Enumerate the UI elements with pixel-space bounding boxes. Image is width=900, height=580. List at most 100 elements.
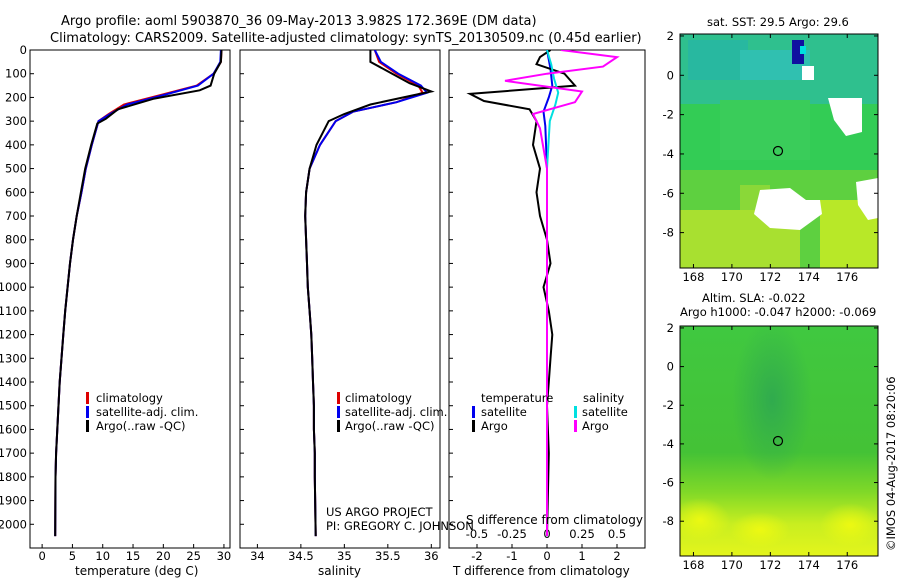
series-line-argo-raw-qc- xyxy=(54,50,223,537)
map-lon-tick-label: 176 xyxy=(836,558,858,572)
temperature-tick-label: 25 xyxy=(186,549,201,563)
legend-swatch-climatology xyxy=(86,392,89,404)
sst-map-title: sat. SST: 29.5 Argo: 29.6 xyxy=(707,15,849,29)
difference-s-tick-label: -0.25 xyxy=(497,527,527,541)
sla-high-anomaly xyxy=(730,512,790,548)
salinity-series xyxy=(304,50,435,537)
depth-tick-label: 1400 xyxy=(0,375,27,389)
depth-tick-label: 2000 xyxy=(0,517,27,531)
depth-tick-label: 1200 xyxy=(0,328,27,342)
legend-swatch-argo xyxy=(337,420,340,432)
temperature-plot-frame xyxy=(29,49,231,549)
salinity-tick-label: 34.5 xyxy=(288,549,314,563)
figure-title-line1: Argo profile: aoml 5903870_36 09-May-201… xyxy=(61,14,537,29)
difference-legend: temperature salinity satellite Argo sate… xyxy=(472,391,628,433)
depth-tick-label: 0 xyxy=(20,43,27,57)
depth-tick-label: 600 xyxy=(5,185,27,199)
t-difference-axis-label: T difference from climatology xyxy=(452,564,630,578)
sla-high-anomaly xyxy=(680,498,730,542)
legend-swatch-s-satellite xyxy=(574,406,577,418)
map-lat-tick-label: 0 xyxy=(667,68,674,82)
temperature-tick-label: 0 xyxy=(38,549,45,563)
legend-title-salinity: salinity xyxy=(583,391,624,405)
difference-s-tick-label: -0.5 xyxy=(466,527,488,541)
map-lon-tick-label: 170 xyxy=(721,558,743,572)
sst-missing-data xyxy=(856,178,878,220)
temperature-series xyxy=(54,50,223,537)
temperature-tick-label: 10 xyxy=(95,549,110,563)
temperature-axis-ticks: 0 5 10 15 20 25 30 xyxy=(38,544,231,563)
difference-t-tick-label: 1 xyxy=(578,549,585,563)
legend-label-satellite: satellite-adj. clim. xyxy=(345,405,447,419)
sst-map-ticks: 168 170 172 174 176 2 0 -2 -4 -6 -8 xyxy=(663,29,878,284)
salinity-tick-label: 36 xyxy=(424,549,439,563)
difference-series xyxy=(466,50,620,537)
imos-watermark: ©IMOS 04-Aug-2017 08:20:06 xyxy=(884,376,898,551)
legend-swatch-satellite xyxy=(337,406,340,418)
legend-label-s-satellite: satellite xyxy=(582,405,628,419)
temperature-legend: climatology satellite-adj. clim. Argo(..… xyxy=(86,391,198,433)
legend-label-climatology: climatology xyxy=(96,391,163,405)
salinity-plot-frame xyxy=(239,49,441,549)
legend-title-temperature: temperature xyxy=(481,391,553,405)
salinity-tick-label: 35 xyxy=(337,549,352,563)
difference-t-tick-label: -2 xyxy=(471,549,482,563)
legend-swatch-t-argo xyxy=(472,420,475,432)
map-lon-tick-label: 168 xyxy=(682,558,704,572)
legend-swatch-argo xyxy=(86,420,89,432)
map-lat-tick-label: 0 xyxy=(667,360,674,374)
map-lon-tick-label: 170 xyxy=(721,270,743,284)
map-lon-tick-label: 176 xyxy=(836,270,858,284)
sla-high-anomaly xyxy=(820,503,878,547)
legend-swatch-satellite xyxy=(86,406,89,418)
s-difference-axis-label: S difference from climatology xyxy=(466,513,643,527)
map-lat-tick-label: -6 xyxy=(663,476,674,490)
temperature-axis-label: temperature (deg C) xyxy=(75,564,198,578)
map-lon-tick-label: 172 xyxy=(759,558,781,572)
legend-label-s-argo: Argo xyxy=(582,419,609,433)
depth-tick-label: 1800 xyxy=(0,470,27,484)
depth-tick-label: 1500 xyxy=(0,399,27,413)
legend-swatch-climatology xyxy=(337,392,340,404)
depth-axis-ticks: 0 100 200 300 400 500 600 700 800 900 1000 1100 1200… xyxy=(0,43,453,531)
map-lon-tick-label: 172 xyxy=(759,270,781,284)
difference-s-tick-label: 0.25 xyxy=(569,527,595,541)
depth-tick-label: 1700 xyxy=(0,446,27,460)
salinity-axis-label: salinity xyxy=(318,564,361,578)
sst-map-field xyxy=(680,34,878,268)
series-line-argo-raw-qc- xyxy=(304,50,435,537)
temperature-tick-label: 30 xyxy=(217,549,232,563)
map-lat-tick-label: -6 xyxy=(663,186,674,200)
difference-t-tick-label: 2 xyxy=(613,549,620,563)
legend-label-t-argo: Argo xyxy=(481,419,508,433)
legend-swatch-s-argo xyxy=(574,420,577,432)
difference-t-tick-label: -1 xyxy=(506,549,517,563)
salinity-tick-label: 34 xyxy=(250,549,265,563)
temperature-tick-label: 15 xyxy=(126,549,141,563)
depth-tick-label: 900 xyxy=(5,256,27,270)
difference-s-tick-label: 0.5 xyxy=(608,527,626,541)
map-lat-tick-label: -8 xyxy=(663,226,674,240)
depth-tick-label: 500 xyxy=(5,162,27,176)
map-lat-tick-label: -8 xyxy=(663,514,674,528)
sla-map-ticks: 168 170 172 174 176 2 0 -2 -4 -6 -8 xyxy=(663,321,878,572)
depth-tick-label: 400 xyxy=(5,138,27,152)
sst-patch xyxy=(688,40,748,80)
sst-missing-data xyxy=(754,188,822,230)
sla-map-frame xyxy=(679,325,879,557)
sla-argo-marker xyxy=(772,435,784,447)
salinity-legend: climatology satellite-adj. clim. Argo(..… xyxy=(337,391,447,433)
map-lat-tick-label: 2 xyxy=(667,321,674,335)
map-lon-tick-label: 168 xyxy=(682,270,704,284)
sst-missing-data xyxy=(828,98,862,136)
depth-tick-label: 100 xyxy=(5,67,27,81)
figure-title-line2: Climatology: CARS2009. Satellite-adjuste… xyxy=(50,31,642,46)
sst-patch xyxy=(720,100,810,160)
temperature-tick-label: 20 xyxy=(156,549,171,563)
sla-map-subtitle: Argo h1000: -0.047 h2000: -0.069 xyxy=(680,305,876,319)
depth-tick-label: 1100 xyxy=(0,304,27,318)
pi-label: PI: GREGORY C. JOHNSON xyxy=(326,519,474,533)
sla-map-field xyxy=(680,326,878,556)
map-lat-tick-label: 2 xyxy=(667,29,674,43)
